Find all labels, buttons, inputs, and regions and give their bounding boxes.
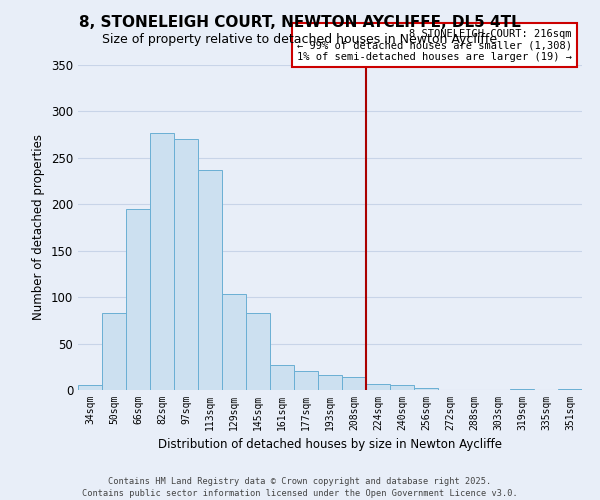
Bar: [78, 386, 102, 390]
Bar: [126, 209, 150, 390]
Bar: [222, 294, 246, 390]
Bar: [102, 313, 126, 390]
Y-axis label: Number of detached properties: Number of detached properties: [32, 134, 46, 320]
Bar: [198, 170, 222, 390]
Text: Size of property relative to detached houses in Newton Aycliffe: Size of property relative to detached ho…: [103, 32, 497, 46]
Bar: [174, 140, 198, 390]
Bar: [366, 384, 390, 390]
Text: 8 STONELEIGH COURT: 216sqm
← 99% of detached houses are smaller (1,308)
1% of se: 8 STONELEIGH COURT: 216sqm ← 99% of deta…: [297, 28, 572, 62]
Bar: [558, 389, 582, 390]
Text: Contains HM Land Registry data © Crown copyright and database right 2025.
Contai: Contains HM Land Registry data © Crown c…: [82, 476, 518, 498]
Bar: [318, 375, 342, 390]
Bar: [510, 389, 534, 390]
Bar: [342, 377, 366, 390]
Bar: [270, 365, 294, 390]
Bar: [414, 388, 438, 390]
Text: 8, STONELEIGH COURT, NEWTON AYCLIFFE, DL5 4TL: 8, STONELEIGH COURT, NEWTON AYCLIFFE, DL…: [79, 15, 521, 30]
Bar: [150, 133, 174, 390]
X-axis label: Distribution of detached houses by size in Newton Aycliffe: Distribution of detached houses by size …: [158, 438, 502, 452]
Bar: [294, 372, 318, 390]
Bar: [246, 313, 270, 390]
Bar: [390, 386, 414, 390]
